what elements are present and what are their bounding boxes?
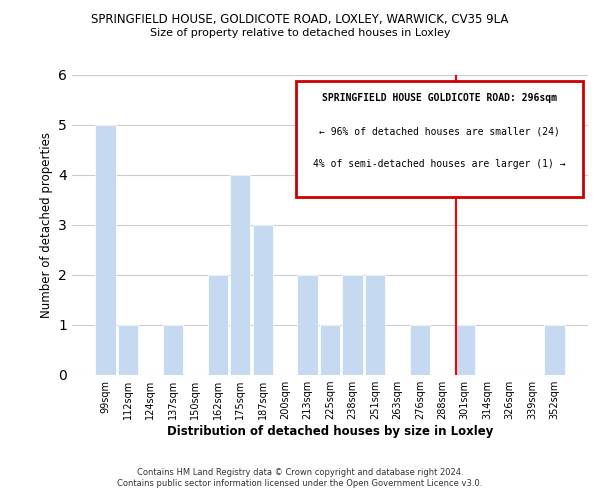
Text: Size of property relative to detached houses in Loxley: Size of property relative to detached ho… xyxy=(150,28,450,38)
Bar xyxy=(298,275,317,375)
Text: Contains HM Land Registry data © Crown copyright and database right 2024.
Contai: Contains HM Land Registry data © Crown c… xyxy=(118,468,482,487)
Bar xyxy=(253,225,273,375)
Bar xyxy=(320,325,340,375)
Bar xyxy=(410,325,430,375)
Y-axis label: Number of detached properties: Number of detached properties xyxy=(40,132,53,318)
Bar xyxy=(455,325,475,375)
Text: ← 96% of detached houses are smaller (24): ← 96% of detached houses are smaller (24… xyxy=(319,126,560,136)
Bar xyxy=(544,325,565,375)
X-axis label: Distribution of detached houses by size in Loxley: Distribution of detached houses by size … xyxy=(167,425,493,438)
Text: 4% of semi-detached houses are larger (1) →: 4% of semi-detached houses are larger (1… xyxy=(313,159,566,169)
Bar xyxy=(163,325,183,375)
Bar xyxy=(95,125,116,375)
FancyBboxPatch shape xyxy=(296,81,583,196)
Bar xyxy=(230,175,250,375)
Bar xyxy=(343,275,362,375)
Bar xyxy=(118,325,138,375)
Text: SPRINGFIELD HOUSE GOLDICOTE ROAD: 296sqm: SPRINGFIELD HOUSE GOLDICOTE ROAD: 296sqm xyxy=(322,93,557,103)
Bar xyxy=(365,275,385,375)
Text: SPRINGFIELD HOUSE, GOLDICOTE ROAD, LOXLEY, WARWICK, CV35 9LA: SPRINGFIELD HOUSE, GOLDICOTE ROAD, LOXLE… xyxy=(91,12,509,26)
Bar xyxy=(208,275,228,375)
